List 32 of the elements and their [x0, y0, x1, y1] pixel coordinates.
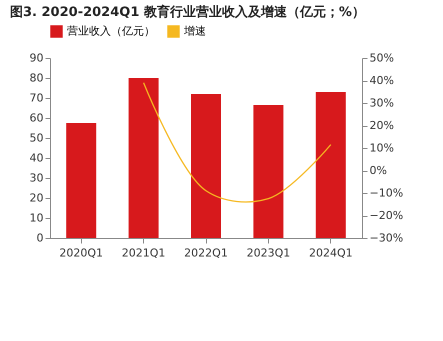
y-tick-label: 90 [30, 52, 44, 64]
y2-tick-label: 10% [370, 142, 394, 154]
y-tick-label: 60 [30, 112, 44, 124]
y2-tick-label: −30% [370, 232, 404, 244]
chart-title: 图3. 2020-2024Q1 教育行业营业收入及增速（亿元；%） [10, 4, 365, 20]
bar [128, 78, 159, 238]
y-tick-label: 10 [30, 212, 44, 224]
bar [66, 123, 96, 238]
y-tick-label: 70 [30, 92, 44, 104]
y-tick-label: 20 [30, 192, 44, 204]
x-tick-label: 2024Q1 [308, 246, 353, 260]
y-tick-label: 30 [30, 172, 44, 184]
y2-tick-label: −20% [370, 209, 404, 222]
y2-tick-label: 40% [370, 74, 394, 87]
y-tick-label: 80 [30, 72, 44, 84]
bar [191, 94, 221, 238]
y-tick-label: 0 [36, 232, 44, 244]
x-tick-label: 2020Q1 [59, 246, 104, 260]
y2-tick-label: 20% [370, 119, 394, 132]
bar [253, 105, 284, 238]
x-tick-label: 2022Q1 [184, 246, 228, 260]
y-tick-label: 40 [30, 152, 44, 164]
y-tick-label: 50 [30, 132, 44, 144]
y2-tick-label: 50% [370, 52, 394, 64]
x-tick-label: 2023Q1 [246, 246, 290, 260]
legend-label: 增速 [183, 24, 206, 38]
y2-tick-label: 0% [370, 164, 387, 177]
y2-tick-label: −10% [370, 186, 404, 200]
y2-tick-label: 30% [370, 96, 394, 110]
legend-label: 营业收入（亿元） [67, 24, 155, 38]
x-tick-label: 2021Q1 [122, 246, 166, 260]
bar [316, 92, 346, 238]
